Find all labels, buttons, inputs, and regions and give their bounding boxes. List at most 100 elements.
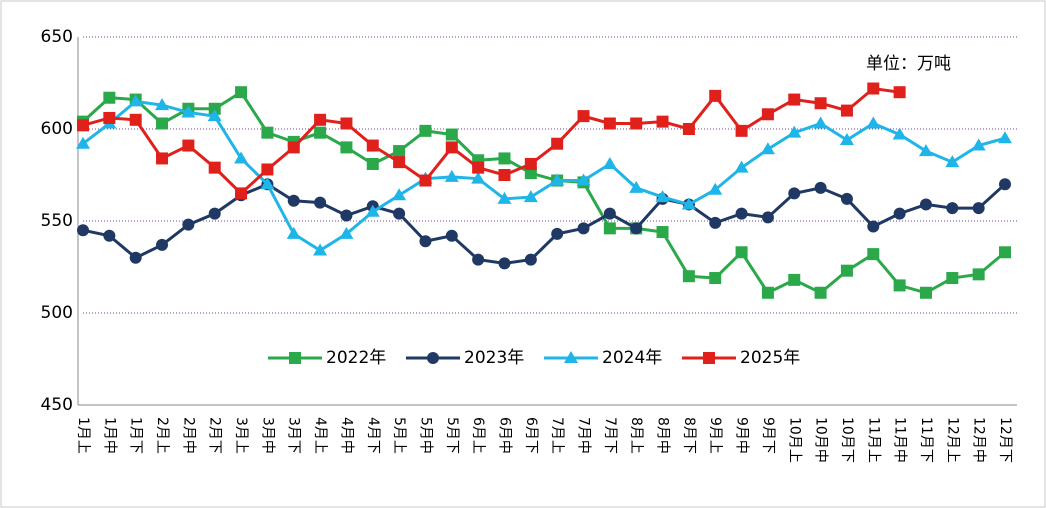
- marker: [630, 222, 643, 235]
- x-tick-label: 5月上: [391, 417, 407, 454]
- marker: [551, 137, 564, 150]
- marker: [919, 198, 932, 211]
- marker: [867, 220, 880, 233]
- marker: [761, 211, 774, 224]
- marker: [946, 272, 959, 285]
- marker: [840, 104, 853, 117]
- marker: [314, 126, 327, 139]
- marker: [208, 102, 221, 115]
- marker: [340, 117, 353, 130]
- marker: [445, 141, 458, 154]
- marker: [682, 123, 695, 135]
- marker: [709, 89, 722, 102]
- legend-marker: [427, 352, 439, 364]
- marker: [577, 222, 590, 235]
- legend-marker: [289, 352, 301, 364]
- marker: [946, 202, 959, 215]
- marker: [156, 117, 169, 130]
- x-tick-label: 2月下: [207, 417, 223, 454]
- marker: [155, 98, 170, 111]
- marker: [576, 173, 591, 186]
- x-tick-label: 3月下: [286, 417, 302, 454]
- marker: [999, 178, 1011, 191]
- marker: [235, 187, 248, 200]
- marker: [603, 207, 616, 220]
- marker: [208, 207, 221, 220]
- marker: [788, 187, 801, 200]
- x-tick-label: 7月下: [602, 417, 618, 454]
- marker: [445, 128, 458, 141]
- legend-label: 2024年: [602, 348, 662, 368]
- legend-marker: [564, 351, 578, 363]
- x-tick-label: 1月上: [75, 417, 91, 454]
- marker: [893, 207, 906, 220]
- marker: [208, 161, 221, 174]
- x-tick-label: 9月下: [760, 417, 776, 454]
- marker: [156, 238, 169, 251]
- x-tick-label: 3月上: [233, 417, 249, 454]
- marker: [234, 151, 249, 164]
- x-tick-label: 12月中: [971, 417, 987, 463]
- marker: [207, 109, 222, 122]
- legend-label: 2023年: [464, 348, 524, 368]
- marker: [551, 227, 564, 240]
- x-tick-label: 5月中: [417, 417, 433, 454]
- marker: [734, 160, 749, 173]
- marker: [524, 253, 537, 266]
- marker: [129, 251, 142, 264]
- marker: [867, 82, 880, 95]
- marker: [577, 110, 590, 123]
- marker: [840, 192, 853, 205]
- marker: [603, 222, 616, 235]
- marker: [523, 190, 538, 203]
- x-tick-label: 1月下: [128, 417, 144, 454]
- x-tick-label: 8月下: [681, 417, 697, 454]
- y-tick-label: 600: [41, 119, 73, 139]
- x-tick-label: 8月中: [655, 417, 671, 454]
- marker: [286, 226, 301, 239]
- x-tick-label: 9月中: [734, 417, 750, 454]
- marker: [498, 152, 511, 165]
- x-tick-label: 6月下: [523, 417, 539, 454]
- marker: [840, 264, 853, 277]
- marker: [444, 169, 459, 182]
- marker: [103, 91, 116, 104]
- y-tick-label: 500: [41, 303, 73, 323]
- marker: [760, 142, 775, 155]
- x-tick-label: 12月下: [997, 417, 1013, 463]
- marker: [76, 136, 90, 149]
- marker: [787, 125, 802, 138]
- marker: [77, 224, 89, 237]
- y-tick-label: 650: [41, 27, 73, 47]
- legend-label: 2025年: [740, 348, 800, 368]
- marker: [340, 209, 353, 222]
- marker: [709, 216, 722, 229]
- marker: [813, 116, 828, 129]
- marker: [524, 167, 537, 180]
- marker: [971, 138, 986, 151]
- marker: [419, 174, 432, 187]
- marker: [999, 246, 1011, 259]
- marker: [103, 111, 116, 124]
- legend-marker: [703, 352, 715, 364]
- marker: [735, 207, 748, 220]
- x-tick-label: 10月中: [813, 417, 829, 463]
- marker: [972, 268, 985, 281]
- marker: [419, 124, 432, 137]
- marker: [365, 204, 380, 217]
- marker: [366, 139, 379, 152]
- marker: [445, 229, 458, 242]
- marker: [682, 270, 695, 283]
- marker: [393, 207, 406, 220]
- x-tick-label: 10月上: [786, 417, 802, 463]
- marker: [761, 286, 774, 299]
- legend-label: 2022年: [326, 348, 386, 368]
- marker: [839, 133, 854, 146]
- marker: [630, 117, 643, 130]
- x-tick-label: 6月中: [496, 417, 512, 454]
- marker: [867, 248, 880, 261]
- marker: [918, 144, 933, 157]
- y-tick-label: 450: [41, 395, 73, 415]
- x-tick-label: 4月下: [365, 417, 381, 454]
- marker: [287, 141, 300, 154]
